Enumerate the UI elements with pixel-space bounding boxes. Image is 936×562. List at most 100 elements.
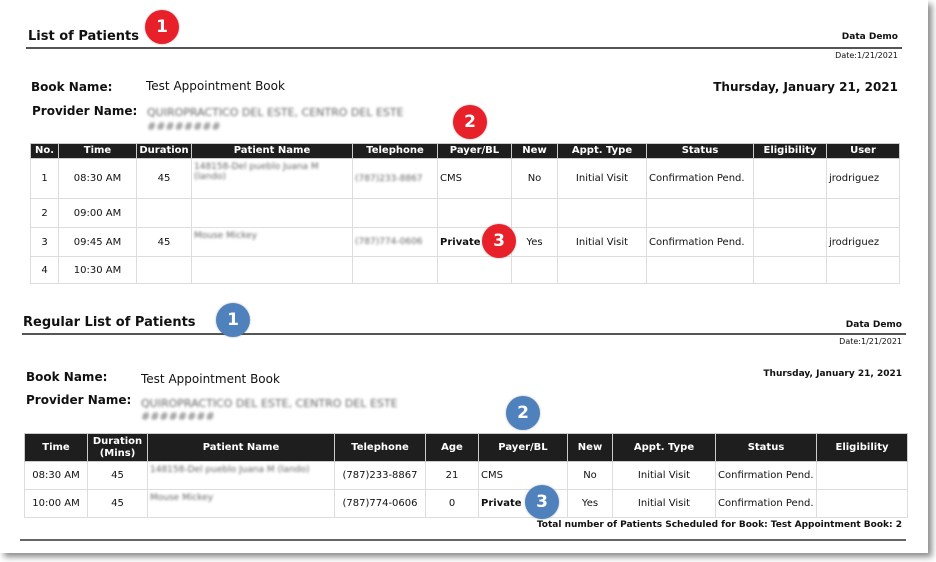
table-row: 1 08:30 AM 45 148158-Del pueblo Juana M (la…: [30, 158, 900, 199]
cell-appt: Initial Visit: [612, 489, 716, 518]
cell-eligibility: [753, 158, 827, 199]
cell-eligibility: [753, 227, 827, 257]
cell-time: 09:45 AM: [58, 227, 137, 257]
footer-divider: [20, 539, 906, 541]
cell-phone: (787)233-8867: [352, 158, 438, 199]
report2-org: Data Demo: [845, 320, 902, 330]
column-header: Patient Name: [147, 433, 335, 462]
callout-badge-1: 1: [145, 10, 179, 44]
cell-duration: [136, 198, 192, 228]
cell-patient: 148158-Del pueblo Juana M (lando): [191, 158, 353, 199]
cell-payer: [437, 256, 512, 284]
cell-no: 4: [30, 256, 59, 284]
cell-user: [826, 198, 900, 228]
total-patients-summary: Total number of Patients Scheduled for B…: [536, 520, 902, 530]
cell-phone: (787)774-0606: [352, 227, 438, 257]
column-header: User: [826, 143, 900, 159]
cell-phone: [352, 198, 438, 228]
table-row: 2 09:00 AM: [30, 198, 900, 228]
cell-appt: Initial Visit: [612, 461, 716, 490]
book-name-value: Test Appointment Book: [146, 79, 285, 93]
cell-appt: Initial Visit: [557, 227, 647, 257]
column-header: Time: [58, 143, 137, 159]
cell-new: [511, 198, 558, 228]
report-page: List of Patients Data Demo Date:1/21/202…: [20, 10, 908, 541]
patients-table: No. Time Duration Patient Name Telephone Paye…: [30, 143, 900, 284]
provider-name-label: Provider Name:: [26, 393, 132, 407]
callout-badge-2: 2: [506, 396, 540, 430]
cell-status: [646, 198, 754, 228]
cell-payer: CMS: [437, 158, 512, 199]
cell-new: Yes: [511, 227, 558, 257]
report1-org: Data Demo: [841, 32, 898, 42]
cell-duration: 45: [136, 227, 192, 257]
callout-badge-3: 3: [482, 224, 516, 258]
cell-time: 10:30 AM: [58, 256, 137, 284]
regular-patients-table: Time Duration (Mins) Patient Name Telephone…: [24, 433, 908, 518]
cell-appt: [557, 198, 647, 228]
cell-status: Confirmation Pend.: [646, 227, 754, 257]
cell-time: 09:00 AM: [58, 198, 137, 228]
cell-eligibility: [816, 489, 908, 518]
cell-new: No: [567, 461, 613, 490]
cell-duration: [136, 256, 192, 284]
book-name-label: Book Name:: [31, 80, 113, 94]
cell-patient: 148158-Del pueblo Juana M (lando): [147, 461, 335, 490]
cell-user: jrodriguez: [826, 158, 900, 199]
column-header: Status: [646, 143, 754, 159]
table-row: 3 09:45 AM 45 Mouse Mickey (787)774-0606 Priv…: [30, 227, 900, 257]
cell-no: 3: [30, 227, 59, 257]
cell-new: Yes: [567, 489, 613, 518]
cell-age: 0: [425, 489, 479, 518]
cell-duration: 45: [136, 158, 192, 199]
column-header: No.: [30, 143, 59, 159]
cell-user: [826, 256, 900, 284]
table-row: 10:00 AM 45 Mouse Mickey (787)774-0606 0 Priv…: [24, 489, 908, 518]
column-header: Appt. Type: [612, 433, 716, 462]
cell-no: 1: [30, 158, 59, 199]
cell-status: [646, 256, 754, 284]
cell-time: 08:30 AM: [58, 158, 137, 199]
column-header: Status: [715, 433, 817, 462]
cell-new: No: [511, 158, 558, 199]
cell-duration: 45: [87, 461, 148, 490]
column-header: Eligibility: [753, 143, 827, 159]
cell-duration: 45: [87, 489, 148, 518]
cell-payer: CMS: [478, 461, 568, 490]
table-row: 08:30 AM 45 148158-Del pueblo Juana M (lan…: [24, 461, 908, 490]
provider-name-value: QUIROPRACTICO DEL ESTE, CENTRO DEL ESTE …: [147, 106, 404, 133]
cell-appt: [557, 256, 647, 284]
cell-time: 08:30 AM: [24, 461, 88, 490]
provider-name-label: Provider Name:: [32, 104, 138, 118]
cell-status: Confirmation Pend.: [715, 461, 817, 490]
cell-phone: (787)774-0606: [334, 489, 426, 518]
column-header: New: [567, 433, 613, 462]
report1-title: List of Patients: [28, 29, 139, 44]
column-header: Age: [425, 433, 479, 462]
cell-no: 2: [30, 198, 59, 228]
cell-patient: Mouse Mickey: [147, 489, 335, 518]
cell-patient: [191, 256, 353, 284]
column-header: Appt. Type: [557, 143, 647, 159]
cell-eligibility: [753, 198, 827, 228]
cell-phone: [352, 256, 438, 284]
table-row: 4 10:30 AM: [30, 256, 900, 284]
cell-patient: [191, 198, 353, 228]
column-header: Payer/BL: [437, 143, 512, 159]
column-header: Payer/BL: [478, 433, 568, 462]
column-header: Telephone: [334, 433, 426, 462]
callout-badge-1: 1: [216, 303, 250, 337]
report-day: Thursday, January 21, 2021: [713, 80, 898, 94]
cell-status: Confirmation Pend.: [646, 158, 754, 199]
column-header: Eligibility: [816, 433, 908, 462]
column-header: Patient Name: [191, 143, 353, 159]
column-header: Time: [24, 433, 88, 462]
book-name-label: Book Name:: [26, 370, 108, 384]
cell-time: 10:00 AM: [24, 489, 88, 518]
callout-badge-3: 3: [525, 485, 559, 519]
cell-patient: Mouse Mickey: [191, 227, 353, 257]
report2-date: Date:1/21/2021: [839, 337, 902, 346]
report1-divider: [26, 47, 902, 49]
report2-divider: [22, 333, 906, 335]
cell-appt: Initial Visit: [557, 158, 647, 199]
